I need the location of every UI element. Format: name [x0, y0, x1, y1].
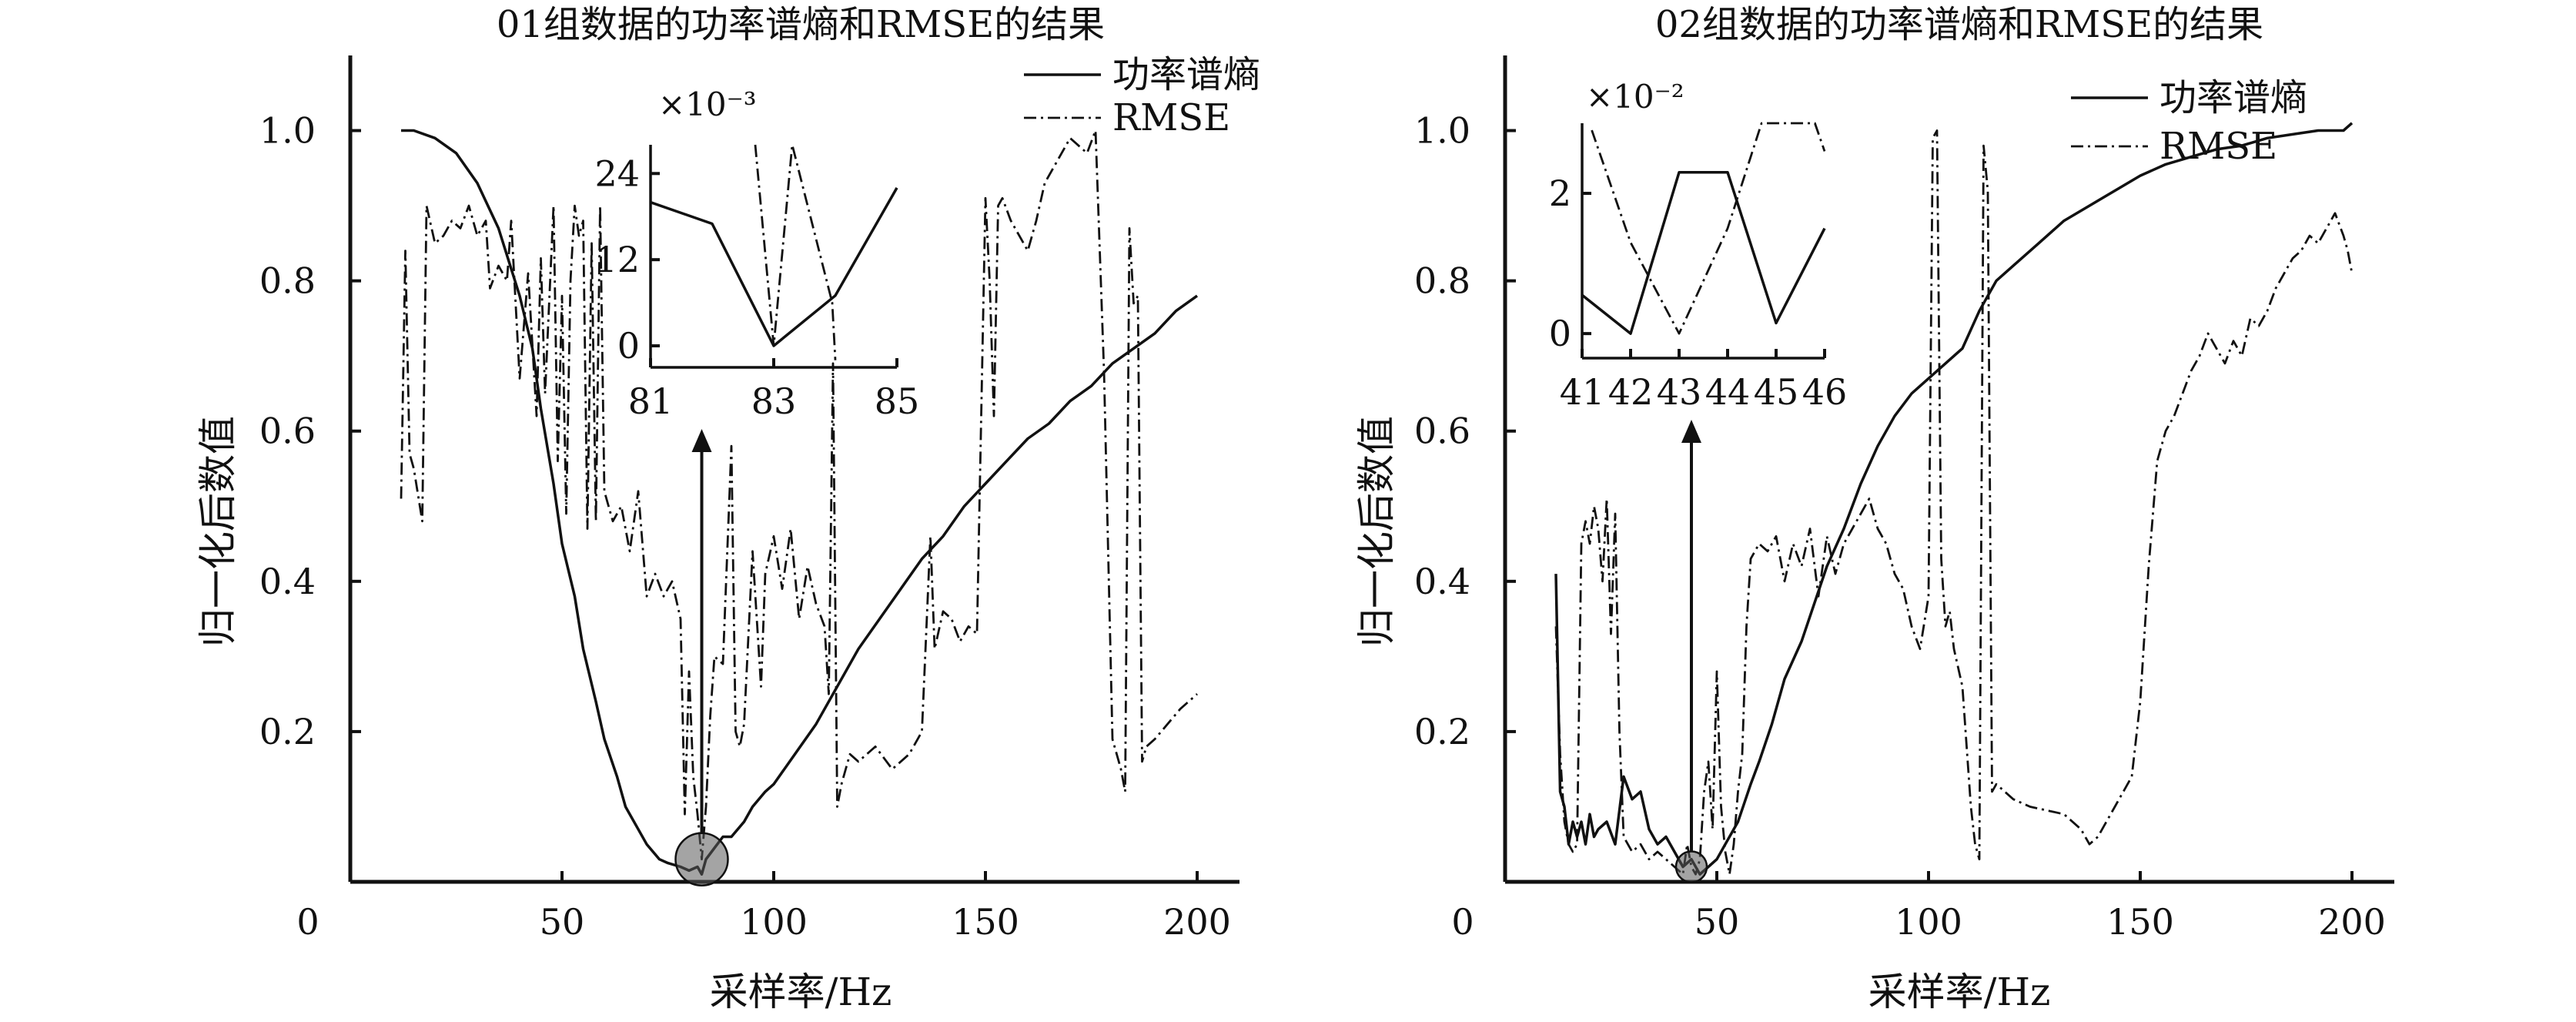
zoom-callout-circle [1674, 850, 1708, 883]
inset-x-tick-label: 83 [751, 380, 797, 422]
x-tick-label: 100 [1895, 901, 1962, 943]
legend-label-power-spectral-entropy: 功率谱熵 [1112, 53, 1260, 96]
zoom-callout-circle [674, 832, 729, 886]
y-axis-label: 归一化后数值 [1354, 416, 1399, 647]
series-line-rmse [400, 129, 1198, 861]
y-tick-label: 1.0 [1414, 110, 1470, 152]
y-tick-label: 0.4 [259, 561, 316, 602]
main-plot: 0 50 100 150 200 0.2 0.4 0.6 0.8 1.0 [1414, 55, 2394, 943]
chart-title: 02组数据的功率谱熵和RMSE的结果 [1655, 3, 2263, 46]
main-plot: 0 50 100 150 200 0.2 0.4 0.6 0.8 1.0 [259, 55, 1239, 943]
inset-series-rmse [1591, 122, 1826, 335]
inset-x-tick-label: 43 [1657, 371, 1702, 413]
y-tick-label: 0.6 [259, 410, 316, 452]
y-tick-label: 0.4 [1414, 561, 1470, 602]
y-axis-label: 归一化后数值 [196, 416, 240, 647]
x-tick-label: 0 [1451, 901, 1474, 943]
y-tick-label: 0.6 [1414, 410, 1470, 452]
inset-y-tick-label: 0 [617, 325, 640, 367]
series-line-rmse [1554, 129, 2354, 876]
x-tick-label: 150 [952, 901, 1019, 943]
x-tick-label: 200 [1163, 901, 1231, 943]
inset-x-tick-label: 46 [1802, 371, 1848, 413]
zoom-arrow-head [1681, 420, 1701, 443]
inset-plot: ×10⁻² 41 42 43 44 45 46 0 2 [1549, 78, 1848, 413]
inset-scale-label: ×10⁻² [1586, 78, 1684, 116]
x-tick-label: 100 [740, 901, 808, 943]
inset-y-tick-label: 2 [1549, 173, 1571, 214]
y-tick-label: 0.2 [259, 711, 316, 752]
inset-plot: ×10⁻³ 81 83 85 0 12 24 [594, 85, 919, 422]
x-tick-label: 50 [1694, 901, 1740, 943]
y-tick-label: 0.8 [1414, 260, 1470, 302]
legend-label-power-spectral-entropy: 功率谱熵 [2159, 76, 2307, 119]
inset-x-tick-label: 42 [1608, 371, 1654, 413]
x-axis-label: 采样率/Hz [1868, 970, 2051, 1014]
chart-title: 01组数据的功率谱熵和RMSE的结果 [497, 3, 1105, 46]
chart-panel-01: 01组数据的功率谱熵和RMSE的结果 归一化后数值 采样率/Hz 功率谱熵 RM… [196, 3, 1260, 1014]
y-tick-label: 0.8 [259, 260, 316, 302]
inset-x-tick-label: 44 [1705, 371, 1751, 413]
inset-x-tick-label: 85 [875, 380, 920, 422]
inset-y-tick-label: 12 [594, 239, 640, 280]
inset-y-tick-label: 24 [594, 152, 640, 194]
inset-x-tick-label: 41 [1560, 371, 1605, 413]
chart-panel-02: 02组数据的功率谱熵和RMSE的结果 归一化后数值 采样率/Hz 功率谱熵 RM… [1354, 3, 2394, 1014]
inset-x-tick-label: 45 [1754, 371, 1799, 413]
zoom-arrow-head [691, 429, 712, 452]
x-tick-label: 200 [2318, 901, 2386, 943]
inset-series-power-spectral-entropy [1582, 170, 1826, 335]
inset-scale-label: ×10⁻³ [658, 85, 757, 123]
x-tick-label: 150 [2106, 901, 2174, 943]
x-tick-label: 50 [540, 901, 585, 943]
inset-series-power-spectral-entropy [651, 187, 898, 347]
legend: 功率谱熵 RMSE [2071, 76, 2307, 168]
series-line-power-spectral-entropy [1554, 122, 2354, 876]
x-axis-label: 采样率/Hz [710, 970, 892, 1014]
inset-x-tick-label: 81 [628, 380, 674, 422]
legend-label-rmse: RMSE [1112, 96, 1230, 139]
y-tick-label: 1.0 [259, 110, 316, 152]
legend: 功率谱熵 RMSE [1024, 53, 1260, 139]
series-line-power-spectral-entropy [401, 129, 1199, 876]
y-tick-label: 0.2 [1414, 711, 1470, 752]
x-tick-label: 0 [296, 901, 319, 943]
inset-y-tick-label: 0 [1549, 313, 1571, 354]
